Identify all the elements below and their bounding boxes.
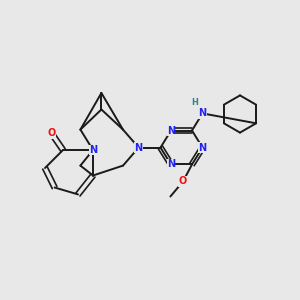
Text: N: N — [89, 145, 97, 155]
Text: N: N — [167, 125, 175, 136]
Text: O: O — [47, 128, 56, 139]
Text: O: O — [179, 176, 187, 187]
Text: H: H — [192, 98, 198, 107]
Text: N: N — [134, 142, 143, 153]
Text: N: N — [167, 159, 175, 170]
Text: N: N — [198, 142, 207, 153]
Text: N: N — [198, 108, 207, 118]
